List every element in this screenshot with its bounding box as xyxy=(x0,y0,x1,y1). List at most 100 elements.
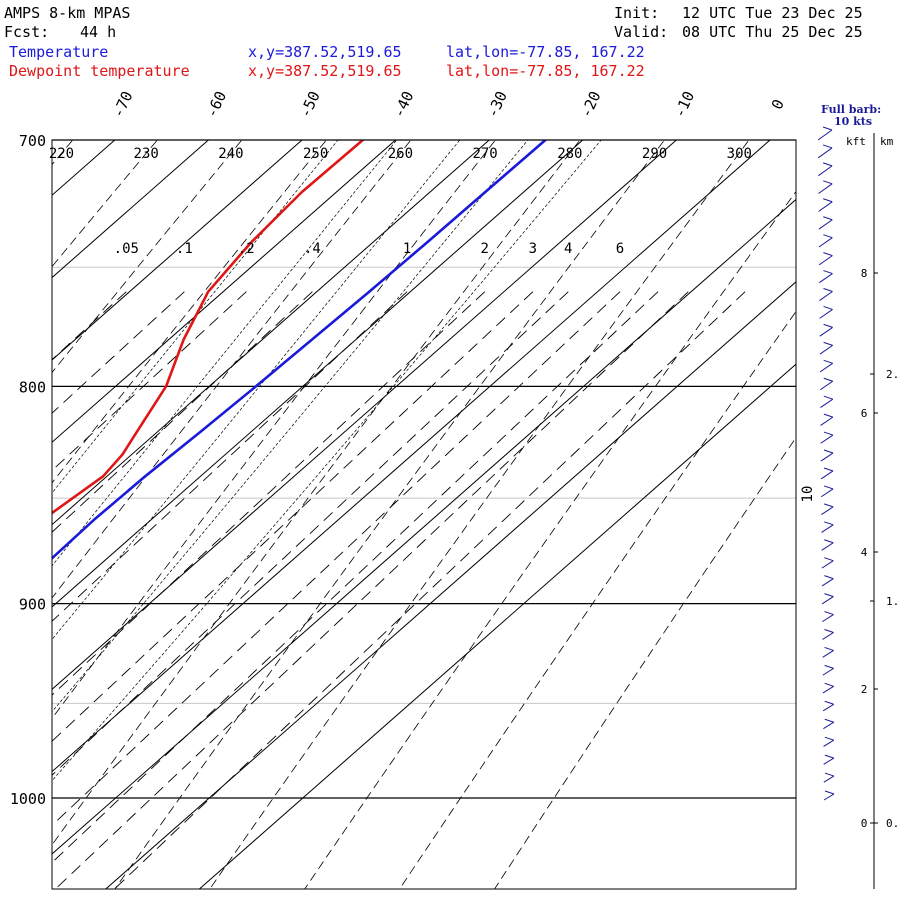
dry-adiabat-label: 240 xyxy=(218,146,243,162)
dry-adiabat-label: 260 xyxy=(388,146,413,162)
wind-barb-flag xyxy=(824,593,834,598)
wind-barb-flag xyxy=(824,575,834,580)
barb-legend-line1: Full barb: xyxy=(821,103,882,116)
mixing-ratio-4 xyxy=(52,291,569,776)
dry-adiabat-label: 230 xyxy=(134,146,159,162)
wind-barb-flag xyxy=(824,646,834,651)
mixing-ratio-label: .4 xyxy=(304,241,321,257)
kft-tick-label: 6 xyxy=(861,407,868,420)
isotherm--70 xyxy=(52,140,116,196)
wind-barb-flag xyxy=(823,252,833,257)
wind-barb-flag xyxy=(824,772,835,777)
wind-barb-flag xyxy=(824,700,834,705)
dry-adiabat-330 xyxy=(494,436,796,889)
wind-barb-shaft xyxy=(820,452,834,462)
mixing-ratio-lines xyxy=(52,291,746,889)
wind-barb-flag xyxy=(823,341,833,346)
mixing-ratio-0.1 xyxy=(52,291,185,414)
forecast-hour: 44 h xyxy=(80,23,117,41)
wind-barb-shaft xyxy=(823,757,835,765)
wind-barb-shaft xyxy=(823,721,835,730)
mixing-ratio-8 xyxy=(52,291,659,864)
mixing-ratio-label: .05 xyxy=(114,241,139,257)
dry-adiabat-290 xyxy=(114,140,665,889)
wind-barb-flag xyxy=(822,144,833,149)
wind-barb-flag xyxy=(823,395,833,400)
wind-barb-shaft xyxy=(820,416,834,426)
wind-barb-shaft xyxy=(820,488,834,498)
legend-temperature-xy: x,y=387.52,519.65 xyxy=(248,43,402,61)
wind-barb-shaft xyxy=(819,344,833,355)
dry-adiabat-label: 270 xyxy=(472,146,497,162)
wind-barb-shaft xyxy=(818,165,833,177)
moist-adiabat-2 xyxy=(52,140,461,641)
legend-temperature-name: Temperature xyxy=(9,43,109,61)
isotherms xyxy=(0,140,796,889)
forecast-label: Fcst: xyxy=(4,23,50,41)
legend-temperature-latlon: lat,lon=-77.85, 167.22 xyxy=(446,43,645,61)
wind-barb-shaft xyxy=(822,632,834,640)
dry-adiabat-label: 290 xyxy=(642,146,667,162)
wind-barb-shaft xyxy=(821,596,834,605)
wind-barb-flag xyxy=(824,754,835,759)
wind-barb-flag xyxy=(823,485,834,490)
kft-tick-label: 2 xyxy=(861,683,868,696)
mixing-ratio-0.2 xyxy=(52,291,247,472)
series-line-0 xyxy=(52,140,547,561)
mixing-ratio-label: 3 xyxy=(529,241,537,257)
wind-barb-flag xyxy=(823,270,833,275)
dry-adiabat-310 xyxy=(304,190,796,889)
dry-adiabat-220 xyxy=(52,140,74,166)
pressure-tick-label: 900 xyxy=(19,596,46,614)
wind-barb-shaft xyxy=(823,775,835,783)
pressure-tick-label: 800 xyxy=(19,378,46,396)
wind-barb-flag xyxy=(824,521,834,526)
init-time: 12 UTC Tue 23 Dec 25 xyxy=(682,4,863,22)
valid-label: Valid: xyxy=(614,23,669,41)
init-label: Init: xyxy=(614,4,660,22)
temperature-tick-label: -30 xyxy=(483,88,511,120)
wind-barb-flag xyxy=(823,449,834,454)
wind-barb-shaft xyxy=(819,362,833,373)
km-tick-label: 2. xyxy=(886,368,899,381)
wind-barb-shaft xyxy=(818,237,833,248)
legend-dewpoint-latlon: lat,lon=-77.85, 167.22 xyxy=(446,62,645,80)
wind-barb-shaft xyxy=(822,667,834,676)
kft-tick-label: 8 xyxy=(861,267,868,280)
wind-barb-flag xyxy=(824,682,834,687)
wind-barb-flag xyxy=(824,736,834,741)
wind-barb-shaft xyxy=(818,219,833,230)
dry-adiabat-label: 280 xyxy=(557,146,582,162)
isotherm--20 xyxy=(52,140,584,608)
wind-barb-shaft xyxy=(822,685,834,694)
temperature-tick-label: -10 xyxy=(670,88,698,120)
mixing-ratio-label: .1 xyxy=(176,241,193,257)
legend-dewpoint-xy: x,y=387.52,519.65 xyxy=(248,62,402,80)
moist-adiabat-3 xyxy=(52,140,529,713)
pressure-tick-label: 700 xyxy=(19,132,46,150)
wind-barb-shaft xyxy=(821,542,834,551)
dry-adiabat-300 xyxy=(209,140,750,889)
temperature-tick-label: 0 xyxy=(768,97,788,113)
isotherm-0 xyxy=(52,140,771,773)
wind-barb-shaft xyxy=(821,578,834,587)
wind-barb-flag xyxy=(824,611,834,616)
wind-barb-shaft xyxy=(819,273,833,284)
wind-barb-shaft xyxy=(820,434,834,444)
wind-barb-shaft xyxy=(818,255,833,266)
temperature-tick-label: -40 xyxy=(390,88,418,120)
wind-barb-flag xyxy=(822,162,833,167)
temperature-tick-label: -60 xyxy=(202,88,230,120)
temperature-tick-label: -20 xyxy=(577,88,605,120)
dry-adiabat-label: 250 xyxy=(303,146,328,162)
isotherm--80 xyxy=(0,140,21,889)
wind-barb-flag xyxy=(823,216,833,221)
wind-barb-shaft xyxy=(819,291,833,301)
wind-barb-shaft xyxy=(817,129,833,141)
mixing-ratio-label: 2 xyxy=(481,241,489,257)
moist-adiabat-4 xyxy=(52,140,602,782)
wind-barb-shaft xyxy=(823,739,835,747)
kft-tick-label: 4 xyxy=(861,546,868,559)
height-axis-km-label: km xyxy=(880,135,894,148)
